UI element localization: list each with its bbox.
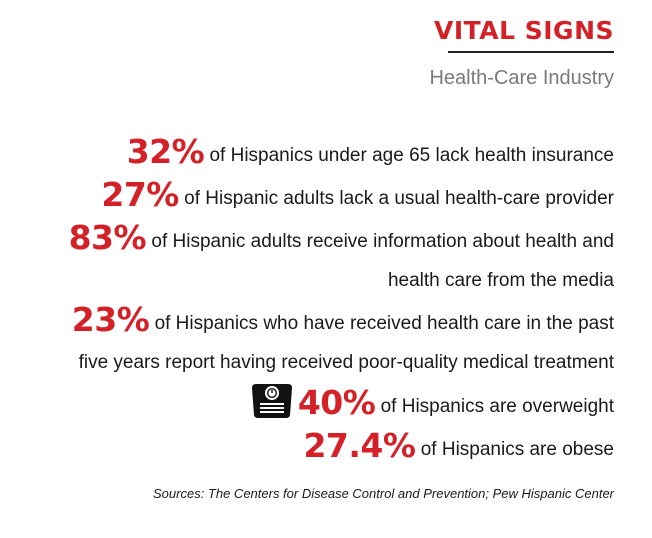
infographic-header: VITAL SIGNS Health-Care Industry xyxy=(429,14,614,90)
stat-item: 27.4% of Hispanics are obese xyxy=(14,426,614,469)
stat-percent: 32% xyxy=(126,132,205,171)
stat-item: 23% of Hispanics who have received healt… xyxy=(14,300,614,382)
stat-item: 32% of Hispanics under age 65 lack healt… xyxy=(14,132,614,175)
stat-text: of Hispanic adults lack a usual health-c… xyxy=(184,188,614,209)
stat-text: of Hispanics are overweight xyxy=(380,396,614,417)
sources-note: Sources: The Centers for Disease Control… xyxy=(153,486,614,501)
stats-list: 32% of Hispanics under age 65 lack healt… xyxy=(14,132,614,469)
stat-percent: 83% xyxy=(68,218,147,257)
stat-percent: 27% xyxy=(101,175,179,214)
stat-item: 83% of Hispanic adults receive informati… xyxy=(14,218,614,300)
infographic-title: VITAL SIGNS xyxy=(434,16,614,45)
stat-item: 40% of Hispanics are overweight xyxy=(14,382,614,426)
stat-text: of Hispanics under age 65 lack health in… xyxy=(209,145,614,166)
stat-text-continued: health care from the media xyxy=(387,270,614,291)
infographic-subtitle: Health-Care Industry xyxy=(429,66,614,89)
stat-text: of Hispanics who have received health ca… xyxy=(154,313,614,334)
stat-percent: 23% xyxy=(71,300,150,339)
stat-percent: 27.4% xyxy=(303,426,416,465)
stat-text-continued: five years report having received poor-q… xyxy=(78,352,614,373)
title-divider xyxy=(448,51,614,53)
stat-percent: 40% xyxy=(297,383,376,422)
bathroom-scale-icon xyxy=(251,384,292,418)
stat-item: 27% of Hispanic adults lack a usual heal… xyxy=(14,175,614,218)
stat-text: of Hispanic adults receive information a… xyxy=(151,231,614,252)
stat-text: of Hispanics are obese xyxy=(420,439,614,460)
